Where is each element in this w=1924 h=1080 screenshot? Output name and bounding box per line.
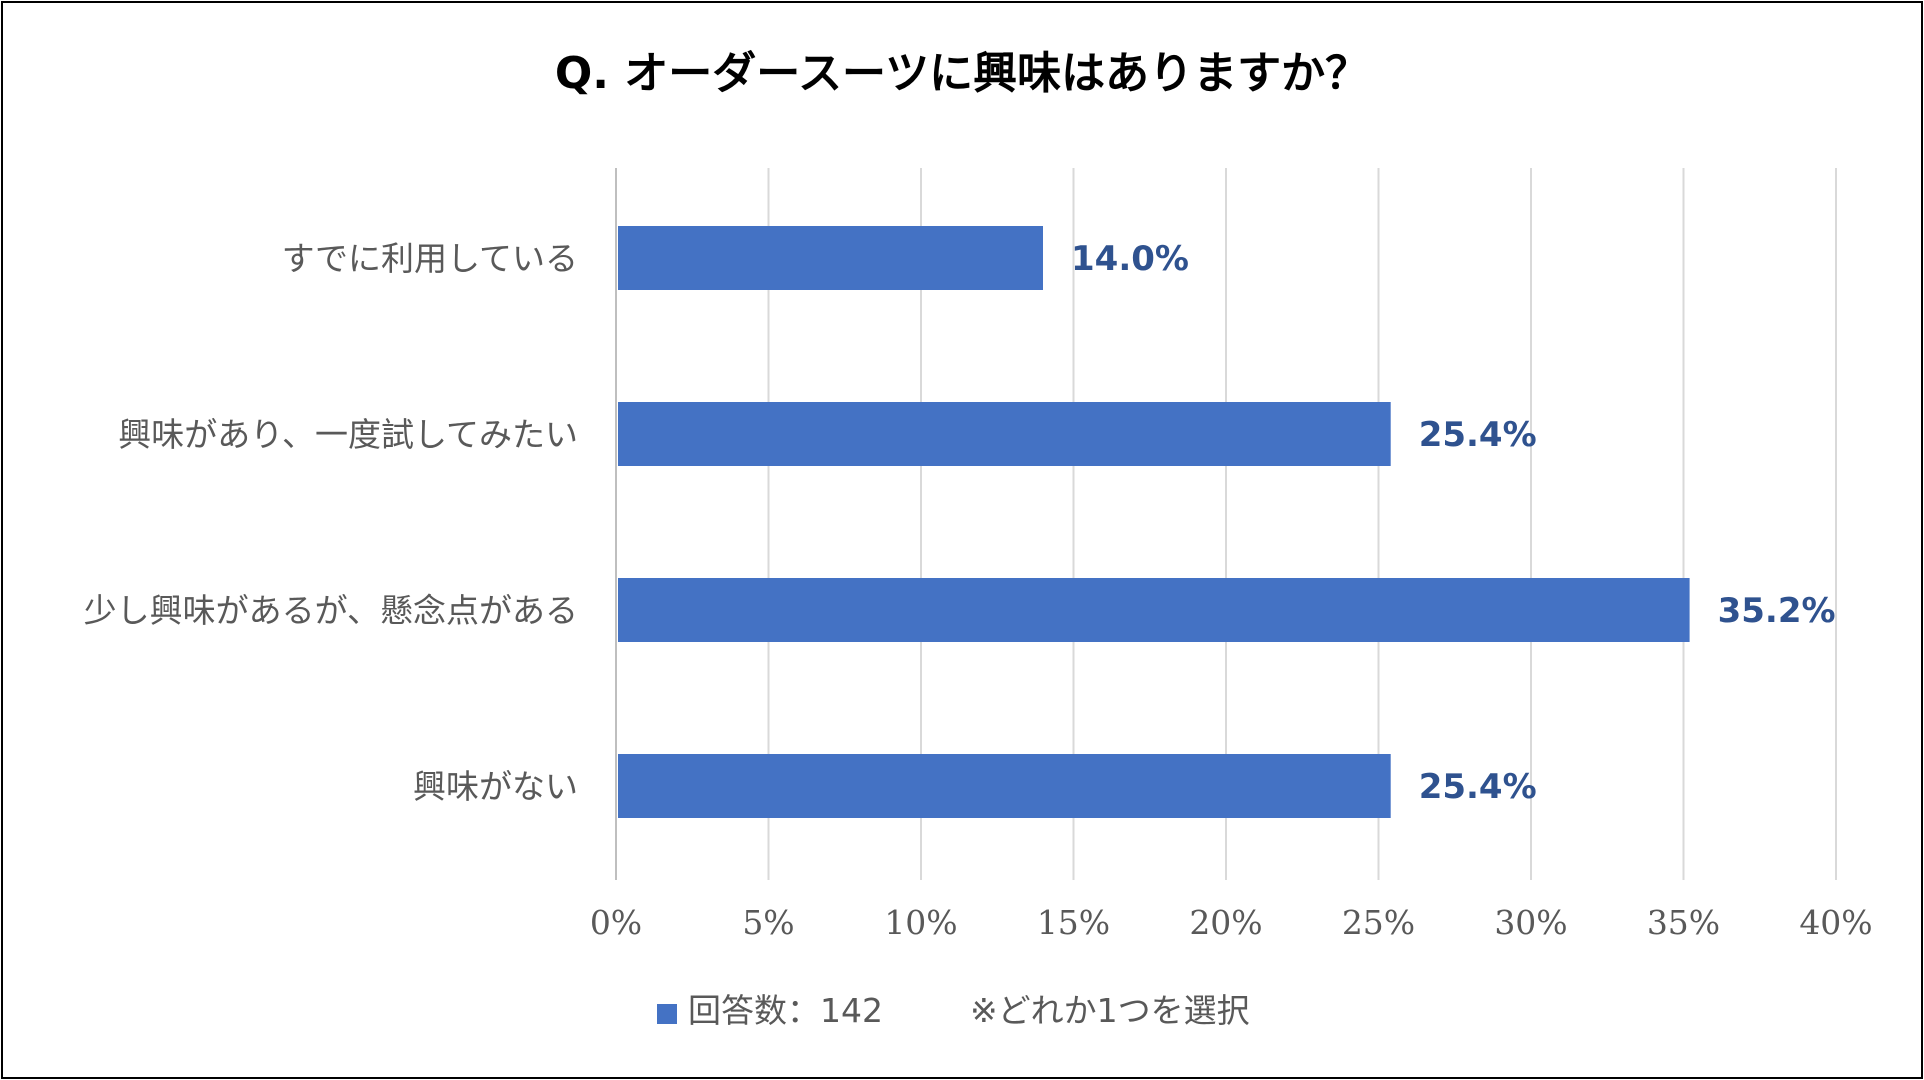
bar-2 [618,402,1391,466]
x-tick-label-20: 20% [1189,903,1262,942]
x-tick-label-0: 0% [590,903,642,942]
x-tick-label-30: 30% [1494,903,1567,942]
bar-1 [618,226,1043,290]
legend-series-label: 回答数：142 [688,991,883,1030]
x-tick-label-35: 35% [1647,903,1720,942]
value-label-1: 14.0% [1071,239,1189,279]
bar-4 [618,754,1391,818]
category-label-2: 興味があり、一度試してみたい [118,415,578,454]
x-tick-label-10: 10% [884,903,957,942]
selection-note: ※どれか1つを選択 [970,991,1250,1030]
value-label-3: 35.2% [1718,591,1836,631]
category-label-4: 興味がない [413,767,578,806]
bars [618,226,1690,818]
value-label-4: 25.4% [1419,767,1537,807]
x-tick-label-5: 5% [742,903,794,942]
value-labels: 14.0% 25.4% 35.2% 25.4% [1071,239,1836,807]
x-tick-label-25: 25% [1342,903,1415,942]
legend-swatch [657,1004,677,1024]
bar-3 [618,578,1690,642]
x-tick-labels: 0% 5% 10% 15% 20% 25% 30% 35% 40% [590,903,1873,942]
x-tick-label-40: 40% [1799,903,1872,942]
category-label-1: すでに利用している [282,239,578,278]
legend: 回答数：142 ※どれか1つを選択 [657,991,1250,1030]
x-tick-label-15: 15% [1037,903,1110,942]
category-label-3: 少し興味があるが、懸念点がある [84,591,578,630]
category-labels: すでに利用している興味があり、一度試してみたい少し興味があるが、懸念点がある興味… [84,239,578,806]
value-label-2: 25.4% [1419,415,1537,455]
chart-title: Q. オーダースーツに興味はありますか？ [555,48,1369,99]
